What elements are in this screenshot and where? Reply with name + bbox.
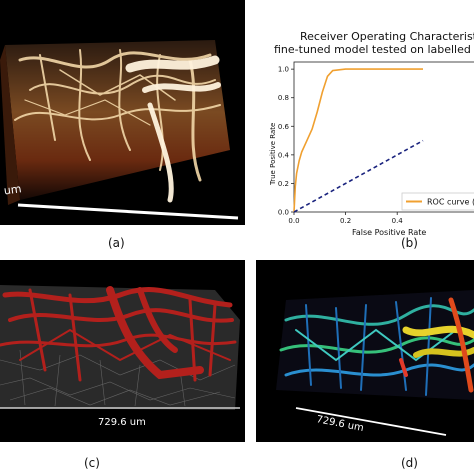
y-tick-label-4: 0.8 (278, 94, 289, 102)
panel-b-chart: Receiver Operating Characteristic fine-t… (256, 0, 474, 245)
x-axis-label: False Positive Rate (352, 228, 426, 237)
panel-c-render: 729.6 um (0, 285, 240, 428)
panel-c-scale-label: 729.6 um (98, 417, 146, 428)
panel-c-image: 729.6 um (0, 260, 245, 442)
panel-b-caption: (b) (401, 236, 418, 250)
panel-d-image: 729.6 um (256, 260, 474, 442)
panel-a-scale-label: 5 um (0, 182, 22, 199)
legend: ROC curve (are (401, 192, 474, 211)
y-tick-label-0: 0.0 (278, 209, 289, 217)
panel-d-caption: (d) (401, 456, 418, 470)
x-tick-label-2: 0.4 (392, 217, 404, 225)
panel-a-image: 5 um (0, 0, 245, 225)
panel-d-render: 729.6 um (276, 290, 474, 436)
legend-label: ROC curve (are (427, 198, 474, 207)
x-tick-label-0: 0.0 (288, 217, 299, 225)
roc-curve-line (293, 68, 423, 213)
chance-diagonal-line (293, 139, 424, 213)
y-tick-label-2: 0.4 (278, 151, 290, 159)
roc-chart: Receiver Operating Characteristic fine-t… (269, 30, 474, 237)
plot-frame (293, 61, 474, 213)
chart-title: Receiver Operating Characteristic (300, 30, 474, 43)
x-tick-label-1: 0.2 (340, 217, 351, 225)
panel-a-caption: (a) (108, 236, 125, 250)
y-tick-label-5: 1.0 (278, 66, 289, 74)
panel-a-render: 5 um (0, 40, 239, 220)
panel-d-scale-label: 729.6 um (315, 414, 364, 434)
y-axis-label: True Positive Rate (269, 123, 277, 186)
panel-c-caption: (c) (84, 456, 100, 470)
y-tick-label-3: 0.6 (278, 123, 290, 131)
y-tick-label-1: 0.2 (278, 180, 289, 188)
chart-subtitle: fine-tuned model tested on labelled (274, 43, 471, 56)
